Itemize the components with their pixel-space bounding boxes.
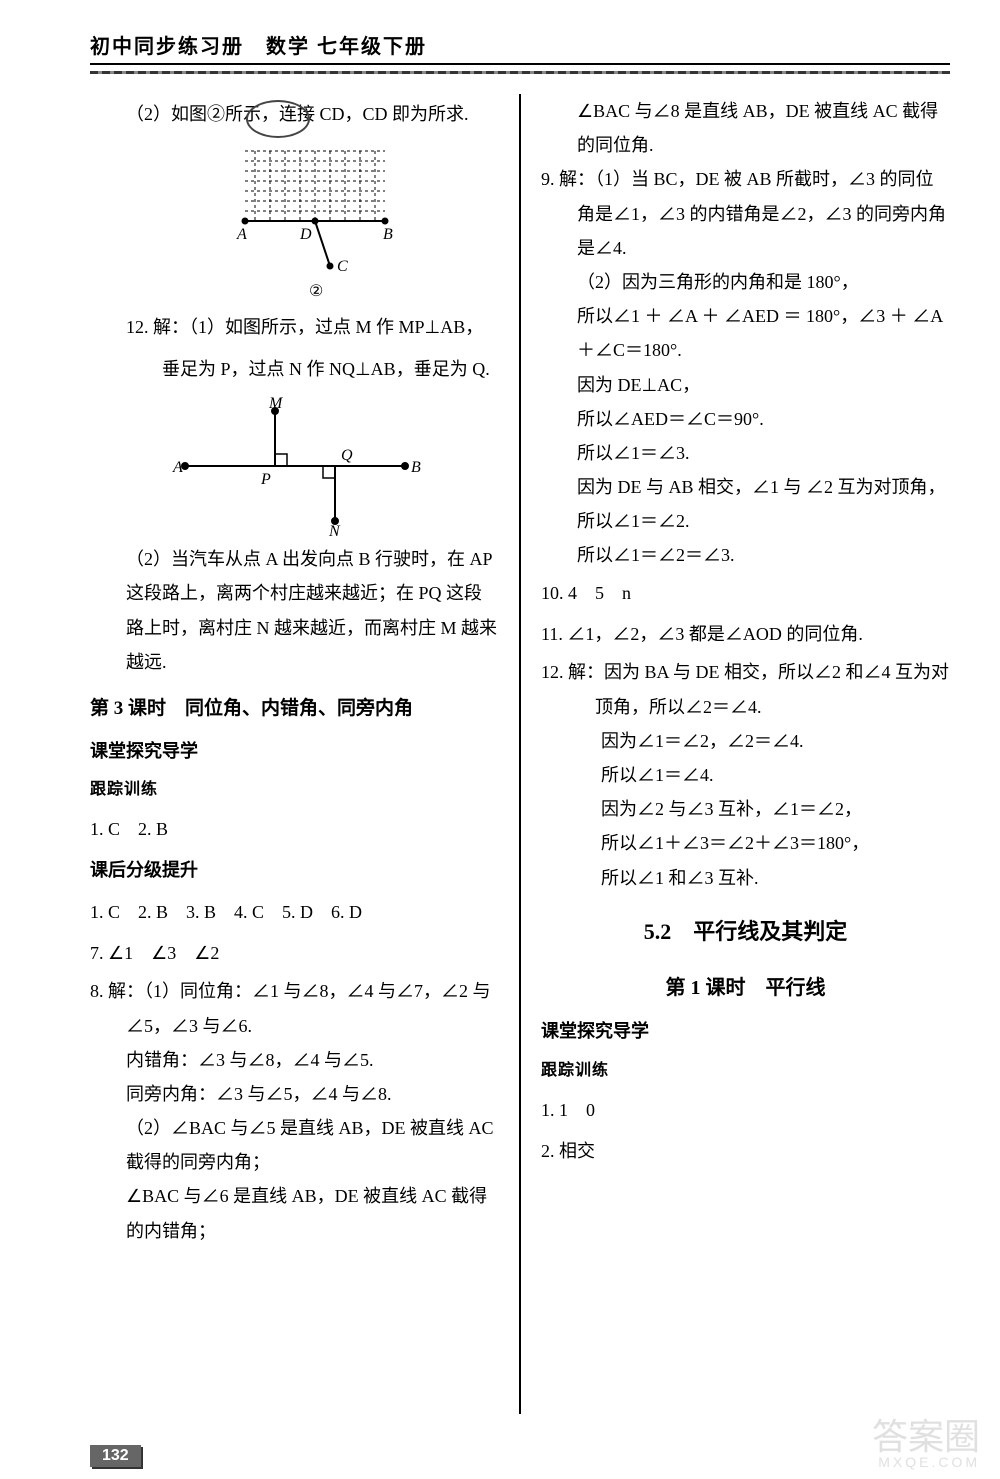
watermark-main: 答案圈 — [872, 1419, 980, 1455]
kh-8-2b: ∠BAC 与∠6 是直线 AB，DE 被直线 AC 截得的内错角； — [90, 1179, 499, 1247]
label-C: C — [337, 258, 348, 275]
kh-8-2a: （2）∠BAC 与∠5 是直线 AB，DE 被直线 AC 截得的同旁内角； — [90, 1111, 499, 1179]
lesson-3-title: 第 3 课时 同位角、内错角、同旁内角 — [90, 687, 499, 731]
q9-2h: 所以∠1＝∠2＝∠3. — [541, 538, 950, 572]
label-B: B — [383, 226, 393, 243]
fig-num-2: ② — [309, 283, 323, 300]
q9-2g: 所以∠1＝∠2. — [541, 504, 950, 538]
watermark: 答案圈 MXQE.COM — [872, 1419, 980, 1469]
q12f: 所以∠1 和∠3 互补. — [541, 861, 950, 895]
header-rule — [90, 71, 950, 74]
r-track-2: 2. 相交 — [541, 1131, 950, 1172]
q9-2b: 所以∠1 ＋ ∠A ＋ ∠AED ＝ 180°，∠3 ＋ ∠A＋∠C＝180°. — [541, 299, 950, 367]
q12c: 所以∠1＝∠4. — [541, 758, 950, 792]
label-M: M — [268, 396, 284, 412]
label-B2: B — [411, 459, 421, 476]
lesson-1-title: 第 1 课时 平行线 — [541, 965, 950, 1011]
q10: 10. 4 5 n — [541, 573, 950, 614]
q12a: 12. 解：因为 BA 与 DE 相交，所以∠2 和∠4 互为对顶角，所以∠2＝… — [541, 655, 950, 723]
section-5-2-title: 5.2 平行线及其判定 — [541, 907, 950, 958]
q9-2e: 所以∠1＝∠3. — [541, 436, 950, 470]
figure-perpendicular-diagram: A B M N P Q — [165, 396, 425, 536]
book-title: 初中同步练习册 数学 七年级下册 — [90, 36, 427, 58]
genzong-head-right: 跟踪训练 — [541, 1053, 950, 1090]
genzong-head-left: 跟踪训练 — [90, 772, 499, 809]
page-number: 132 — [90, 1445, 141, 1467]
kh-8-1c: 同旁内角：∠3 与∠5，∠4 与∠8. — [90, 1077, 499, 1111]
ketang-head-left: 课堂探究导学 — [90, 731, 499, 772]
column-divider — [519, 94, 521, 1414]
q11: 11. ∠1，∠2，∠3 都是∠AOD 的同位角. — [541, 614, 950, 655]
kehou-head: 课后分级提升 — [90, 850, 499, 891]
q12-part2: （2）当汽车从点 A 出发向点 B 行驶时，在 AP 这段路上，离两个村庄越来越… — [90, 542, 499, 679]
q12d: 因为∠2 与∠3 互补，∠1＝∠2， — [541, 792, 950, 826]
q9-2a: （2）因为三角形的内角和是 180°， — [541, 265, 950, 299]
label-A2: A — [172, 459, 183, 476]
q9-1: 9. 解：（1）当 BC，DE 被 AB 所截时，∠3 的同位角是∠1，∠3 的… — [541, 162, 950, 265]
figure-grid-diagram: A D B C ② — [185, 141, 405, 301]
q12e: 所以∠1＋∠3＝∠2＋∠3＝180°， — [541, 826, 950, 860]
content-columns: （2）如图②所示，连接 CD，CD 即为所求. — [90, 94, 950, 1414]
label-P: P — [260, 471, 271, 488]
kh-7: 7. ∠1 ∠3 ∠2 — [90, 933, 499, 974]
watermark-url: MXQE.COM — [872, 1455, 980, 1469]
kh-8-2c: ∠BAC 与∠8 是直线 AB，DE 被直线 AC 截得的同位角. — [541, 94, 950, 162]
hand-annotation-circle — [246, 100, 310, 138]
q9-2c: 因为 DE⊥AC， — [541, 368, 950, 402]
label-Q: Q — [341, 447, 353, 464]
q12-part1: 12. 解：（1）如图所示，过点 M 作 MP⊥AB，垂足为 P，过点 N 作 … — [90, 307, 499, 390]
q9-2d: 所以∠AED＝∠C＝90°. — [541, 402, 950, 436]
kh-answers-1-6: 1. C 2. B 3. B 4. C 5. D 6. D — [90, 892, 499, 933]
tracking-answers: 1. C 2. B — [90, 809, 499, 850]
left-column: （2）如图②所示，连接 CD，CD 即为所求. — [90, 94, 499, 1414]
q12b: 因为∠1＝∠2，∠2＝∠4. — [541, 724, 950, 758]
header: 初中同步练习册 数学 七年级下册 — [90, 30, 950, 65]
kh-8-1a: 8. 解：（1）同位角：∠1 与∠8，∠4 与∠7，∠2 与∠5，∠3 与∠6. — [90, 974, 499, 1042]
ketang-head-right: 课堂探究导学 — [541, 1011, 950, 1052]
r-track-1: 1. 1 0 — [541, 1090, 950, 1131]
page: 初中同步练习册 数学 七年级下册 （2）如图②所示，连接 CD，CD 即为所求. — [0, 0, 1000, 1479]
label-N: N — [328, 523, 341, 536]
q9-2f: 因为 DE 与 AB 相交，∠1 与 ∠2 互为对顶角， — [541, 470, 950, 504]
right-column: ∠BAC 与∠8 是直线 AB，DE 被直线 AC 截得的同位角. 9. 解：（… — [541, 94, 950, 1414]
kh-8-1b: 内错角：∠3 与∠8，∠4 与∠5. — [90, 1043, 499, 1077]
label-A: A — [236, 226, 247, 243]
label-D: D — [299, 226, 312, 243]
